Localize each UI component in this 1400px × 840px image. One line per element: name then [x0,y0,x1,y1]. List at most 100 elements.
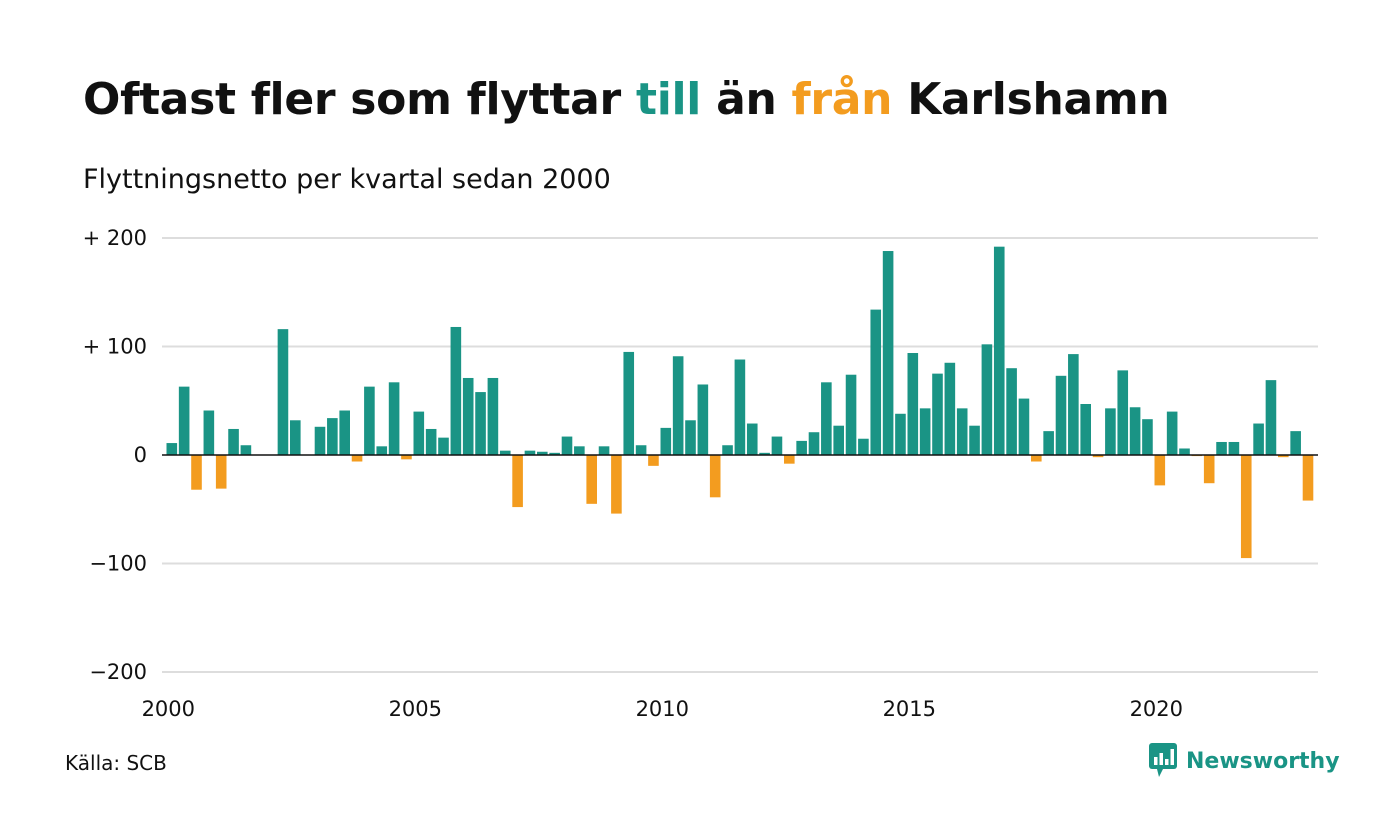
bar [1105,408,1116,455]
bar [376,446,388,455]
title-part2: än [701,74,792,125]
y-tick-label: 0 [134,443,147,467]
bar [1290,431,1301,455]
x-axis-tick-labels: 2000 2005 2010 2015 2020 [142,697,1183,721]
x-tick-label: 2000 [142,697,195,721]
bar [524,450,536,455]
bar [1240,455,1252,559]
bar [462,377,474,455]
bar [228,428,239,455]
bar [314,426,326,455]
bar [969,425,980,455]
bar [388,382,400,455]
bar [821,382,832,455]
bar [1179,448,1190,455]
bar [858,438,869,455]
bar [672,356,684,455]
bar [475,392,486,455]
bar [808,432,820,455]
bar [870,309,882,455]
bar [746,423,758,455]
bar [771,436,783,455]
bar [919,408,931,455]
bar [1253,423,1264,455]
bar [833,425,844,455]
bar [203,410,215,455]
y-tick-label: + 200 [83,226,147,250]
bar [574,446,585,455]
bar [1278,455,1289,458]
x-tick-label: 2010 [636,697,689,721]
x-tick-label: 2005 [389,697,442,721]
bar [1265,380,1277,455]
bar [759,452,770,455]
bar [499,450,511,455]
bar [1006,368,1017,455]
bar [1068,354,1079,455]
bar [425,428,437,455]
bar [895,413,906,455]
bar [1166,411,1178,455]
brand-logo: Newsworthy [1148,742,1340,780]
bar [1043,431,1054,455]
bar [512,455,523,508]
bars [166,246,1314,559]
bar [1154,455,1166,486]
bar [240,445,252,455]
bar [685,420,696,455]
bar [1117,370,1129,455]
bar [993,246,1005,455]
bar [660,427,672,456]
bar [1092,455,1104,458]
bar [290,420,301,455]
bar [697,384,709,455]
bar [1129,407,1141,455]
bar [586,455,597,504]
bar [1216,441,1227,455]
title-fran-word: från [791,74,893,125]
bar [215,455,227,489]
bar [623,351,635,455]
bar [1031,455,1042,462]
x-tick-label: 2020 [1130,697,1183,721]
bar [191,455,202,490]
bar [549,452,560,455]
bar [1228,441,1240,455]
bar [784,455,795,464]
bar [364,386,375,455]
title-part3: Karlshamn [892,74,1170,125]
bar [1142,419,1153,455]
bar [598,446,610,455]
y-tick-label: + 100 [83,335,147,359]
title-part1: Oftast fler som flyttar [83,74,636,125]
chart-subtitle: Flyttningsnetto per kvartal sedan 2000 [83,164,611,195]
y-axis-tick-labels: + 200 + 100 0 −100 −200 [83,226,147,684]
title-till-word: till [635,74,702,125]
bar [561,436,573,455]
bar [1080,404,1091,455]
bar [981,344,993,455]
y-tick-label: −200 [89,660,147,684]
bar [537,451,548,455]
chart-title: Oftast fler som flyttar till än från Kar… [83,74,1170,125]
bar [401,455,412,460]
bar [351,455,363,462]
brand-name: Newsworthy [1186,748,1340,774]
bar [635,445,647,455]
bar [907,353,919,455]
source-note: Källa: SCB [65,751,167,775]
bar [611,455,622,514]
bar [722,445,733,455]
bar [956,408,968,455]
bar [932,373,943,456]
y-tick-label: −100 [89,552,147,576]
bar [413,411,425,455]
bar [845,374,857,455]
x-tick-label: 2015 [883,697,936,721]
bar [487,377,499,455]
bar [944,362,956,455]
bar [796,440,807,455]
bar [327,418,338,455]
newsworthy-logo-icon [1149,743,1177,777]
